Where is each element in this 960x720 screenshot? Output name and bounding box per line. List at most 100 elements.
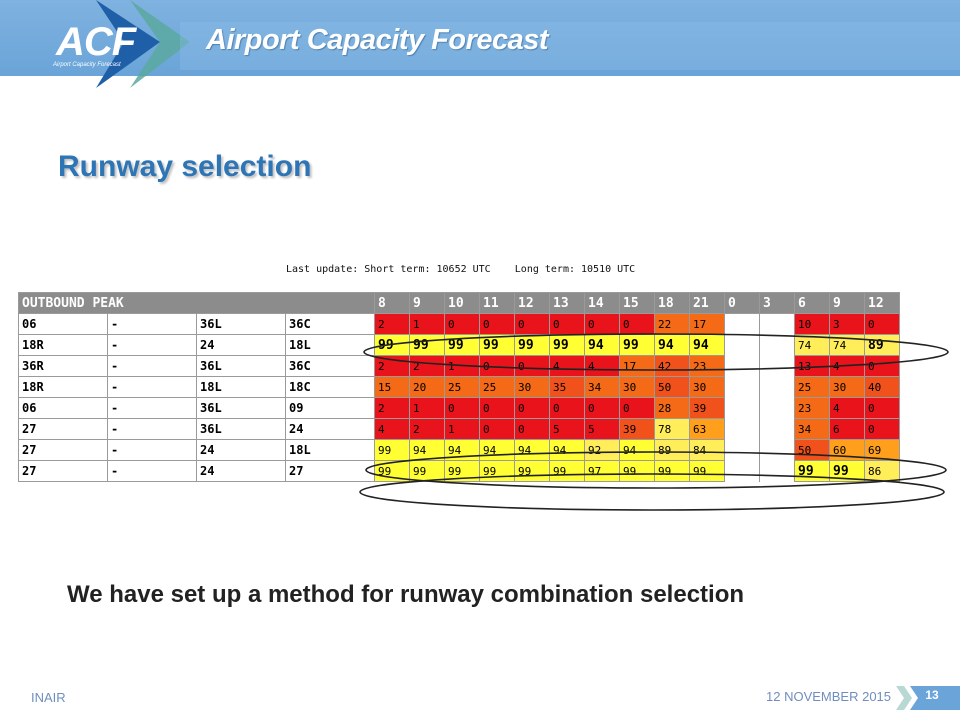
probability-cell: 99 xyxy=(619,460,655,482)
probability-cell: 94 xyxy=(654,334,690,356)
probability-cell: 30 xyxy=(829,376,865,398)
probability-cell: 94 xyxy=(409,439,445,461)
hour-header: 18 xyxy=(654,292,690,314)
runway-label-cell: 18R xyxy=(18,376,108,398)
table-row: 18R -24 18L 99 99 99 99 99 99 94 99 94 94 74 74 89 xyxy=(18,334,900,356)
probability-cell: 35 xyxy=(549,376,585,398)
runway-table: OUTBOUND PEAK 8 9 10 11 12 13 14 15 18 2… xyxy=(18,292,900,482)
hour-header: 12 xyxy=(514,292,550,314)
runway-label-cell: - xyxy=(107,418,197,440)
probability-cell: 84 xyxy=(689,439,725,461)
probability-cell: 0 xyxy=(584,313,620,335)
probability-cell: 0 xyxy=(864,313,900,335)
probability-cell: 99 xyxy=(514,334,550,356)
runway-label-cell: - xyxy=(107,397,197,419)
probability-cell: 42 xyxy=(654,355,690,377)
runway-label-cell: 36C xyxy=(285,313,375,335)
hour-header: 15 xyxy=(619,292,655,314)
header-title: Airport Capacity Forecast xyxy=(206,24,549,56)
probability-cell: 20 xyxy=(409,376,445,398)
slide-header: ACF Airport Capacity Forecast Airport Ca… xyxy=(0,0,960,88)
method-statement: We have set up a method for runway combi… xyxy=(67,581,745,608)
acf-logo-subtitle: Airport Capacity Forecast xyxy=(53,62,121,68)
runway-label-cell: 18R xyxy=(18,334,108,356)
probability-cell: 99 xyxy=(374,460,410,482)
probability-cell xyxy=(759,439,795,461)
hour-header: 3 xyxy=(759,292,795,314)
table-row: 36R -36L 36C 2 2 1 0 0 4 4 17 42 23 13 4 0 xyxy=(18,355,900,377)
probability-cell: 0 xyxy=(479,355,515,377)
runway-label-cell: 27 xyxy=(18,460,108,482)
probability-cell xyxy=(724,313,760,335)
page-number-badge xyxy=(896,686,960,710)
last-update-text: Last update: Short term: 10652 UTC Long … xyxy=(286,264,636,275)
runway-label-cell: - xyxy=(107,376,197,398)
probability-cell: 99 xyxy=(409,334,445,356)
probability-cell: 0 xyxy=(864,418,900,440)
probability-cell: 99 xyxy=(619,334,655,356)
probability-cell: 0 xyxy=(444,397,480,419)
probability-cell: 0 xyxy=(864,397,900,419)
table-row: 27-24 18L 99 94 94 94 94 94 92 94 89 84 50 60 69 xyxy=(18,439,900,461)
probability-cell: 39 xyxy=(619,418,655,440)
runway-label-cell: 18L xyxy=(196,376,286,398)
probability-cell: 2 xyxy=(374,355,410,377)
probability-cell: 69 xyxy=(864,439,900,461)
probability-cell: 0 xyxy=(514,397,550,419)
probability-cell: 3 xyxy=(829,313,865,335)
probability-cell xyxy=(759,418,795,440)
probability-cell: 2 xyxy=(409,418,445,440)
runway-label-cell: - xyxy=(107,460,197,482)
hour-header: 21 xyxy=(689,292,725,314)
probability-cell: 86 xyxy=(864,460,900,482)
badge-body-shape xyxy=(910,686,960,710)
probability-cell: 94 xyxy=(514,439,550,461)
header-graphic xyxy=(96,0,960,88)
probability-cell: 4 xyxy=(829,355,865,377)
probability-cell: 50 xyxy=(794,439,830,461)
probability-cell: 99 xyxy=(409,460,445,482)
runway-label-cell: 24 xyxy=(196,334,286,356)
probability-cell: 99 xyxy=(549,460,585,482)
probability-cell: 0 xyxy=(584,397,620,419)
hour-header: 11 xyxy=(479,292,515,314)
runway-label-cell: 09 xyxy=(285,397,375,419)
probability-cell xyxy=(724,355,760,377)
probability-cell: 94 xyxy=(619,439,655,461)
probability-cell xyxy=(759,460,795,482)
probability-cell: 17 xyxy=(689,313,725,335)
runway-label-cell: - xyxy=(107,355,197,377)
probability-cell: 28 xyxy=(654,397,690,419)
probability-cell: 94 xyxy=(444,439,480,461)
probability-cell: 30 xyxy=(689,376,725,398)
probability-cell: 99 xyxy=(829,460,865,482)
probability-cell: 89 xyxy=(654,439,690,461)
table-row: 27-24 27 99 99 99 99 99 99 97 99 99 99 99 99 86 xyxy=(18,460,900,482)
hour-header: 13 xyxy=(549,292,585,314)
probability-cell: 0 xyxy=(619,397,655,419)
probability-cell xyxy=(724,439,760,461)
hour-header: 14 xyxy=(584,292,620,314)
probability-cell: 13 xyxy=(794,355,830,377)
probability-cell xyxy=(759,355,795,377)
probability-cell: 99 xyxy=(374,439,410,461)
probability-cell xyxy=(759,397,795,419)
hour-header: 6 xyxy=(794,292,830,314)
probability-cell: 1 xyxy=(444,355,480,377)
probability-cell: 0 xyxy=(479,397,515,419)
probability-cell: 25 xyxy=(444,376,480,398)
runway-label-cell: 18C xyxy=(285,376,375,398)
probability-cell: 4 xyxy=(549,355,585,377)
probability-cell: 5 xyxy=(584,418,620,440)
probability-cell: 10 xyxy=(794,313,830,335)
runway-label-cell: 24 xyxy=(285,418,375,440)
probability-cell: 99 xyxy=(514,460,550,482)
table-row: 06-36L 09 2 1 0 0 0 0 0 0 28 39 23 4 0 xyxy=(18,397,900,419)
runway-label-cell: 06 xyxy=(18,397,108,419)
probability-cell: 99 xyxy=(479,460,515,482)
blue-chevron-shape xyxy=(96,0,160,88)
probability-cell: 1 xyxy=(444,418,480,440)
probability-cell xyxy=(759,376,795,398)
probability-cell: 25 xyxy=(794,376,830,398)
runway-label-cell: 27 xyxy=(18,418,108,440)
